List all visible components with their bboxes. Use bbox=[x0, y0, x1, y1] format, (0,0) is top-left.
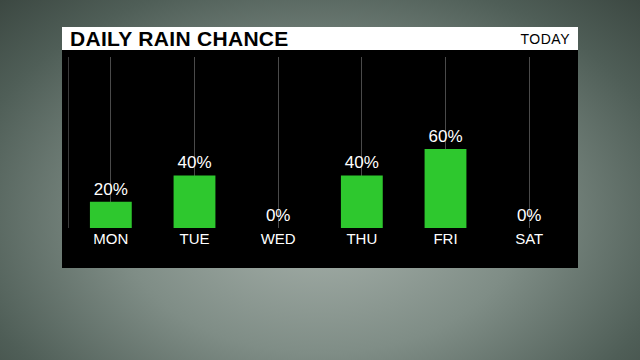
svg-text:THU: THU bbox=[346, 230, 377, 247]
svg-text:TUE: TUE bbox=[180, 230, 210, 247]
svg-text:20%: 20% bbox=[94, 180, 128, 199]
svg-text:0%: 0% bbox=[266, 206, 291, 225]
svg-text:40%: 40% bbox=[345, 153, 379, 172]
svg-text:40%: 40% bbox=[177, 153, 211, 172]
svg-text:MON: MON bbox=[93, 230, 128, 247]
html-text:TODAY: TODAY bbox=[520, 30, 570, 47]
svg-text:SAT: SAT bbox=[515, 230, 543, 247]
svg-text:0%: 0% bbox=[517, 206, 542, 225]
svg-text:FRI: FRI bbox=[433, 230, 457, 247]
svg-text:60%: 60% bbox=[428, 127, 462, 146]
html-text:DAILY RAIN CHANCE: DAILY RAIN CHANCE bbox=[70, 26, 289, 50]
svg-text:WED: WED bbox=[261, 230, 296, 247]
